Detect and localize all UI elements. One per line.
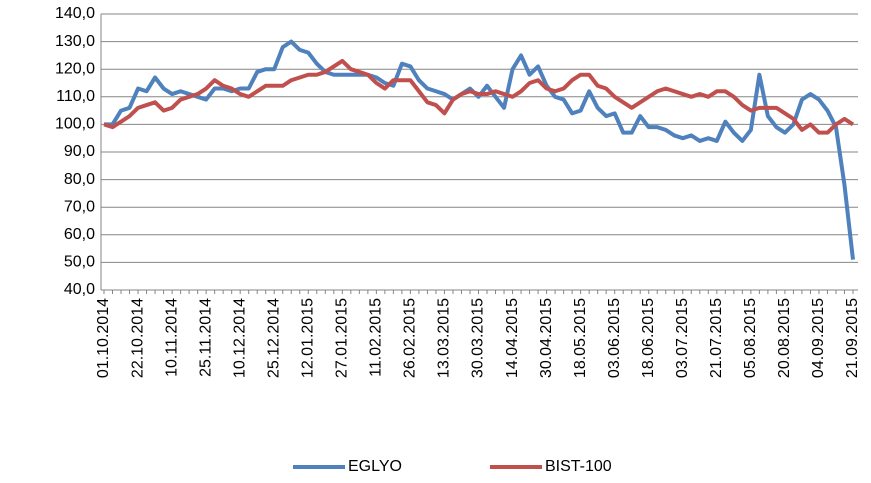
x-tick-label: 03.07.2015 (674, 298, 691, 378)
x-tick-label: 14.04.2015 (504, 298, 521, 378)
y-tick-label: 60,0 (64, 226, 95, 243)
x-tick-label: 30.03.2015 (470, 298, 487, 378)
x-tick-label: 20.08.2015 (776, 298, 793, 378)
legend-label: EGLYO (348, 458, 402, 475)
y-tick-label: 90,0 (64, 143, 95, 160)
x-tick-label: 10.12.2014 (231, 298, 248, 378)
x-tick-label: 13.03.2015 (436, 298, 453, 378)
x-tick-label: 25.11.2014 (197, 298, 214, 377)
x-tick-label: 10.11.2014 (163, 298, 180, 377)
y-tick-label: 110,0 (56, 88, 95, 105)
x-tick-label: 22.10.2014 (129, 298, 146, 378)
y-tick-label: 80,0 (64, 171, 95, 188)
x-tick-label: 11.02.2015 (368, 298, 385, 377)
x-tick-label: 03.06.2015 (606, 298, 623, 378)
y-tick-label: 140,0 (55, 5, 95, 22)
x-tick-label: 21.07.2015 (708, 298, 725, 378)
series-line (103, 58, 855, 135)
x-tick-label: 04.09.2015 (810, 298, 827, 378)
x-tick-label: 01.10.2014 (95, 298, 112, 378)
legend-label: BIST-100 (545, 458, 612, 475)
x-tick-label: 27.01.2015 (334, 298, 351, 378)
y-tick-label: 70,0 (64, 198, 95, 215)
y-tick-label: 40,0 (64, 281, 95, 298)
x-tick-label: 18.06.2015 (640, 298, 657, 378)
y-tick-label: 50,0 (64, 254, 95, 271)
x-tick-label: 18.05.2015 (572, 298, 589, 378)
series-line (104, 39, 855, 260)
y-tick-label: 100,0 (55, 116, 95, 133)
x-tick-label: 12.01.2015 (299, 298, 316, 378)
x-tick-label: 26.02.2015 (402, 298, 419, 378)
y-tick-label: 120,0 (55, 60, 95, 77)
x-tick-label: 21.09.2015 (844, 298, 861, 378)
x-tick-label: 25.12.2014 (265, 298, 282, 378)
x-tick-label: 05.08.2015 (742, 298, 759, 378)
y-tick-label: 130,0 (55, 33, 95, 50)
x-tick-label: 30.04.2015 (538, 298, 555, 378)
